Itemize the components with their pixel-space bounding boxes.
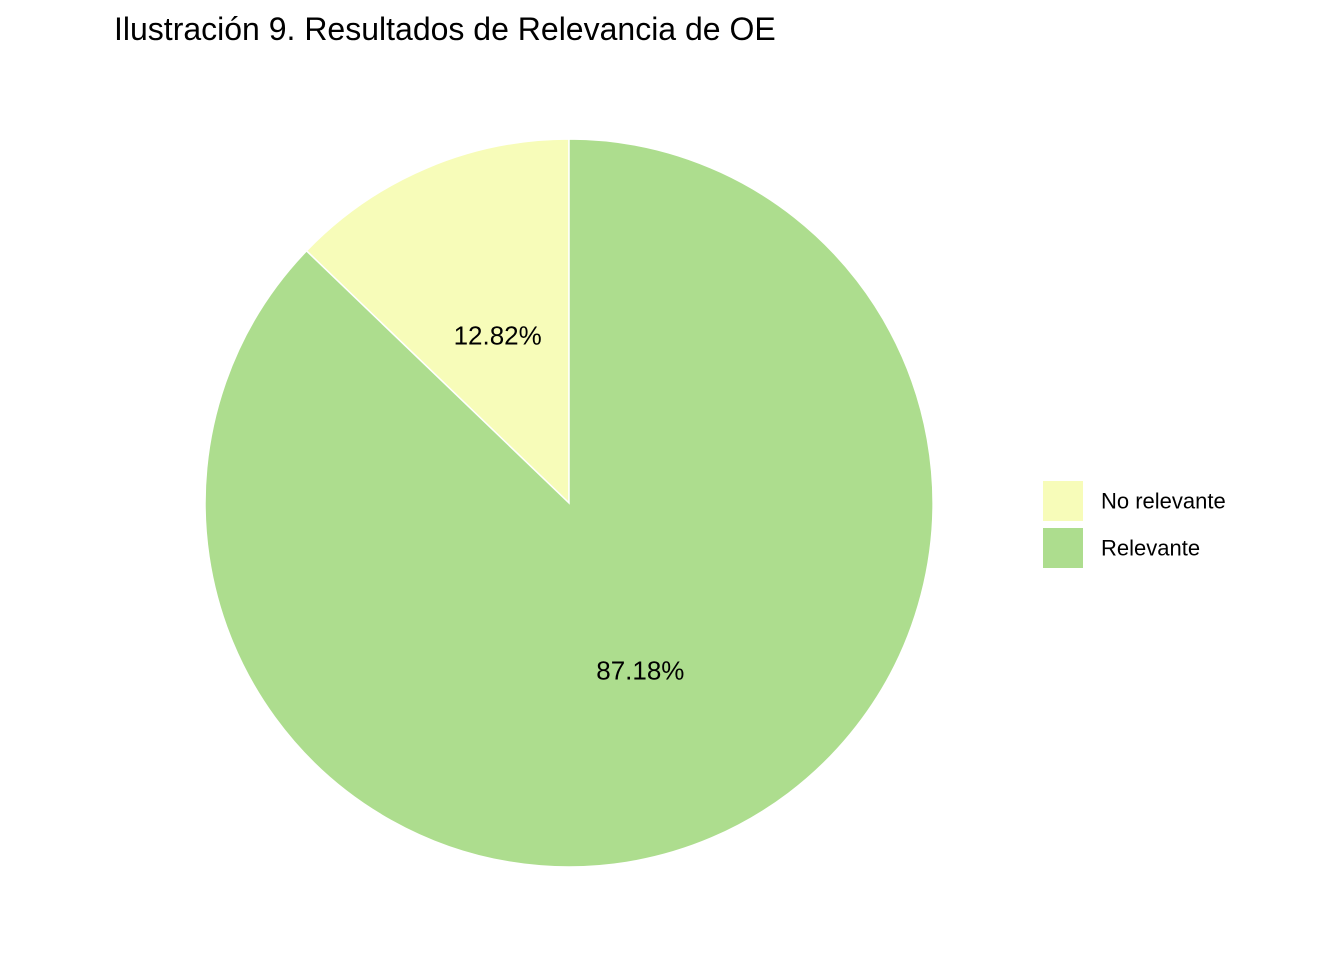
chart-title: Ilustración 9. Resultados de Relevancia …: [114, 11, 776, 47]
legend-key-no-relevante: [1043, 481, 1083, 521]
legend-label-no-relevante: No relevante: [1101, 489, 1226, 514]
legend-key-relevante: [1043, 528, 1083, 568]
legend-label-relevante: Relevante: [1101, 536, 1200, 561]
slice-label-relevante: 87.18%: [596, 655, 684, 685]
legend: No relevante Relevante: [1043, 481, 1226, 568]
pie-slice-labels: 12.82% 87.18%: [454, 321, 685, 686]
pie-slices: [204, 138, 934, 868]
slice-label-no-relevante: 12.82%: [454, 321, 542, 351]
pie-slice-relevante: [204, 138, 934, 868]
pie-slice-no-relevante: [305, 138, 570, 505]
